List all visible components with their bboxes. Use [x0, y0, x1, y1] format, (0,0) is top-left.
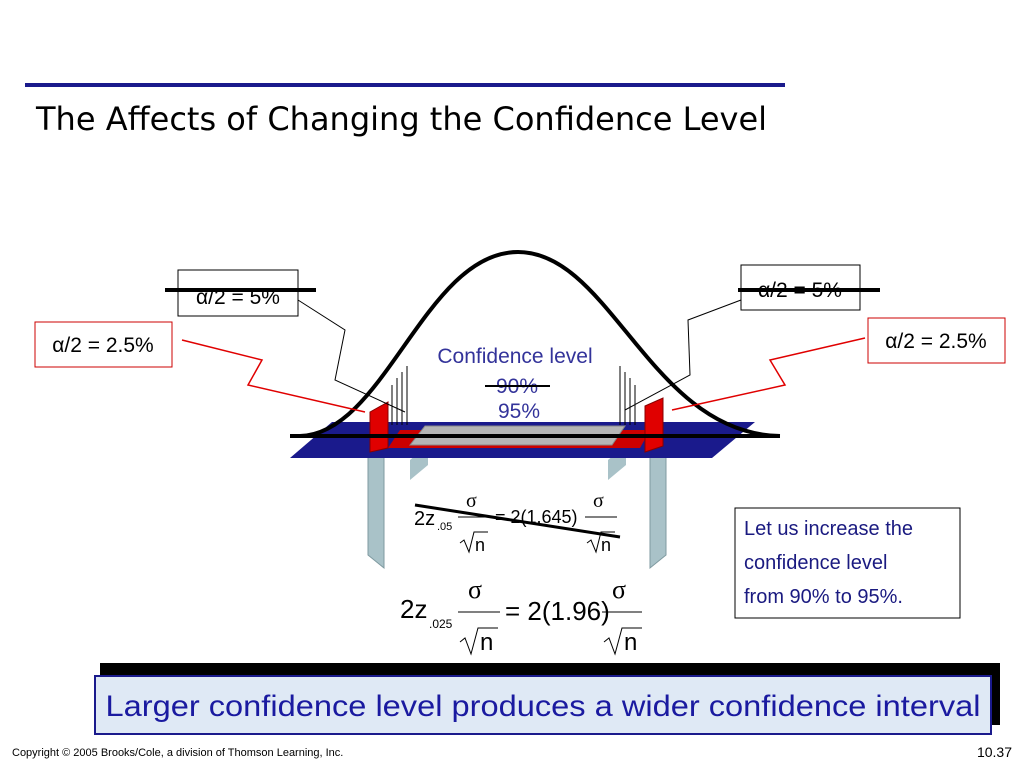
- pillar: [649, 454, 667, 570]
- label-box: [34, 321, 173, 368]
- banner-text: Larger confidence level produces a wider…: [106, 690, 981, 723]
- sqrt: [459, 531, 488, 554]
- left-outer-label: α/2 = 2.5%: [52, 334, 153, 357]
- copyright: Copyright © 2005 Brooks/Cole, a division…: [12, 747, 343, 759]
- sqrt: [603, 627, 642, 656]
- strike: [414, 503, 621, 539]
- new-level: 95%: [498, 400, 540, 423]
- pointer: [297, 299, 406, 413]
- note-line: confidence level: [744, 552, 887, 574]
- tail-block: [369, 401, 389, 453]
- note-box: [734, 507, 961, 619]
- formula-95: 2z .025 σ n = 2(1.96) σ n: [400, 575, 642, 656]
- label-box: [740, 264, 861, 311]
- formula-subscript: .025: [429, 617, 453, 631]
- formula-sigma: σ: [468, 575, 482, 604]
- sqrt: [586, 531, 615, 554]
- pillar: [367, 454, 385, 570]
- formula-lhs: 2z: [414, 508, 435, 530]
- note-line: from 90% to 95%.: [744, 586, 903, 608]
- formula-n: n: [601, 535, 611, 555]
- formula-n: n: [480, 629, 493, 656]
- formula-n: n: [475, 535, 485, 555]
- formula-sigma: σ: [593, 490, 604, 512]
- label-box: [867, 317, 1006, 364]
- formula-sigma: σ: [612, 575, 626, 604]
- tail-hatch: [391, 366, 636, 425]
- banner: [94, 675, 992, 735]
- pointer: [671, 337, 866, 411]
- formula-90: 2z .05 σ n = 2(1.645) σ n: [414, 490, 621, 555]
- pointer: [624, 299, 742, 411]
- formula-n: n: [624, 629, 637, 656]
- bell-curve: [299, 249, 781, 438]
- note-line: Let us increase the: [744, 518, 913, 540]
- right-outer-label: α/2 = 2.5%: [885, 330, 986, 353]
- formula-subscript: .05: [437, 521, 452, 533]
- slide-title: The Affects of Changing the Confidence L…: [35, 100, 767, 138]
- label-box: [177, 269, 299, 317]
- pointer: [181, 339, 366, 413]
- formula-sigma: σ: [466, 490, 477, 512]
- tail-block: [644, 397, 664, 453]
- confidence-caption: Confidence level: [437, 345, 592, 368]
- formula-lhs: 2z: [400, 594, 427, 624]
- formula-rhs: = 2(1.96): [505, 596, 610, 626]
- sqrt: [459, 627, 498, 656]
- page-number: 10.37: [977, 744, 1012, 760]
